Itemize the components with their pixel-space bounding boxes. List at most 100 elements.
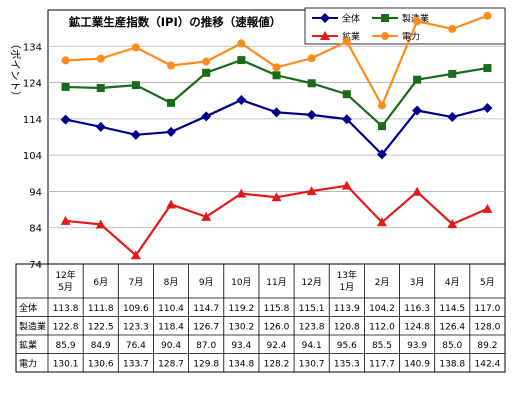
table-cell: 130.1 (53, 359, 79, 369)
data-point (237, 39, 246, 48)
data-point (413, 17, 422, 26)
table-header-cell: 12月 (301, 277, 321, 288)
table-cell: 120.8 (334, 322, 360, 332)
data-point (413, 75, 422, 84)
table-cell: 138.8 (439, 359, 465, 369)
data-point (482, 203, 493, 213)
data-point (341, 180, 352, 190)
data-point (96, 54, 105, 63)
y-tick-label: 94 (29, 187, 42, 198)
table-cell: 135.3 (334, 359, 360, 369)
table-cell: 115.1 (299, 304, 325, 314)
table-cell: 85.5 (372, 341, 392, 351)
table-header-cell: 11月 (266, 277, 286, 288)
data-point (306, 186, 317, 196)
table-cell: 85.9 (56, 341, 76, 351)
legend-swatch-marker (381, 32, 389, 40)
data-point (60, 114, 71, 125)
table-cell: 85.0 (442, 341, 462, 351)
table-cell: 130.6 (88, 359, 114, 369)
table-cell: 129.8 (193, 359, 219, 369)
data-point (412, 105, 423, 116)
chart-title: 鉱工業生産指数（IPI）の推移（速報値） (69, 15, 281, 29)
y-tick-label: 134 (23, 42, 42, 53)
data-point (202, 57, 211, 66)
table-cell: 116.3 (404, 304, 430, 314)
data-point (482, 102, 493, 113)
data-point (412, 186, 423, 196)
data-point (376, 217, 387, 227)
table-cell: 104.2 (369, 304, 395, 314)
data-point (166, 199, 177, 209)
table-row-header: 電力 (19, 357, 37, 369)
legend-box (304, 7, 506, 45)
data-point (377, 101, 386, 110)
y-tick-label: 84 (29, 224, 42, 235)
data-point (237, 56, 246, 65)
data-point (447, 112, 458, 123)
data-point (236, 94, 247, 105)
data-point (448, 24, 457, 33)
table-cell: 133.7 (123, 359, 149, 369)
table-cell: 90.4 (161, 341, 181, 351)
table-cell: 111.8 (88, 304, 114, 314)
data-point (483, 64, 492, 73)
table-header-cell: 13年 1月 (337, 269, 357, 293)
data-point (448, 69, 457, 78)
y-tick-label: 124 (23, 79, 42, 90)
data-point (131, 81, 140, 90)
data-point (130, 250, 141, 260)
table-header-cell: 8月 (164, 277, 179, 288)
y-tick-label: 104 (23, 151, 42, 162)
data-point (342, 90, 351, 99)
table-cell: 113.9 (334, 304, 360, 314)
data-point (483, 11, 492, 20)
table-cell: 109.6 (123, 304, 149, 314)
legend-label: 電力 (402, 31, 420, 43)
table-cell: 94.1 (302, 341, 322, 351)
table-cell: 142.4 (475, 359, 501, 369)
data-point (341, 114, 352, 125)
legend-label: 全体 (342, 13, 360, 25)
table-cell: 124.8 (404, 322, 430, 332)
table-cell: 93.4 (231, 341, 251, 351)
table-row-header: 製造業 (19, 320, 46, 332)
table-cell: 134.8 (228, 359, 254, 369)
table-row-header: 鉱業 (19, 339, 37, 351)
table-row-header: 全体 (19, 302, 37, 314)
table-cell: 93.9 (407, 341, 427, 351)
data-point (447, 219, 458, 229)
table-cell: 87.0 (196, 341, 216, 351)
table-cell: 130.2 (228, 322, 254, 332)
data-point (307, 54, 316, 63)
table-cell: 95.6 (337, 341, 357, 351)
table-cell: 115.8 (264, 304, 290, 314)
table-cell: 113.8 (53, 304, 79, 314)
data-point (272, 63, 281, 72)
data-point (307, 79, 316, 88)
table-header-cell: 10月 (231, 277, 251, 288)
legend-swatch-marker (320, 31, 330, 40)
table-cell: 114.5 (439, 304, 465, 314)
table-cell: 123.8 (299, 322, 325, 332)
data-point (166, 126, 177, 137)
data-point (167, 98, 176, 107)
data-point (271, 192, 282, 202)
y-tick-label: 114 (23, 115, 42, 126)
table-cell: 114.7 (193, 304, 219, 314)
table-cell: 76.4 (126, 341, 146, 351)
table-cell: 126.4 (439, 322, 465, 332)
data-point (306, 109, 317, 120)
data-point (130, 129, 141, 140)
data-point (61, 56, 70, 65)
table-header-cell: 7月 (129, 277, 144, 288)
table-cell: 130.7 (299, 359, 325, 369)
data-point (61, 82, 70, 91)
table-cell: 128.0 (475, 322, 501, 332)
table-border (15, 263, 506, 373)
data-point (131, 43, 140, 52)
data-point (342, 37, 351, 46)
legend-swatch-marker (320, 13, 330, 23)
table-cell: 92.4 (266, 341, 286, 351)
